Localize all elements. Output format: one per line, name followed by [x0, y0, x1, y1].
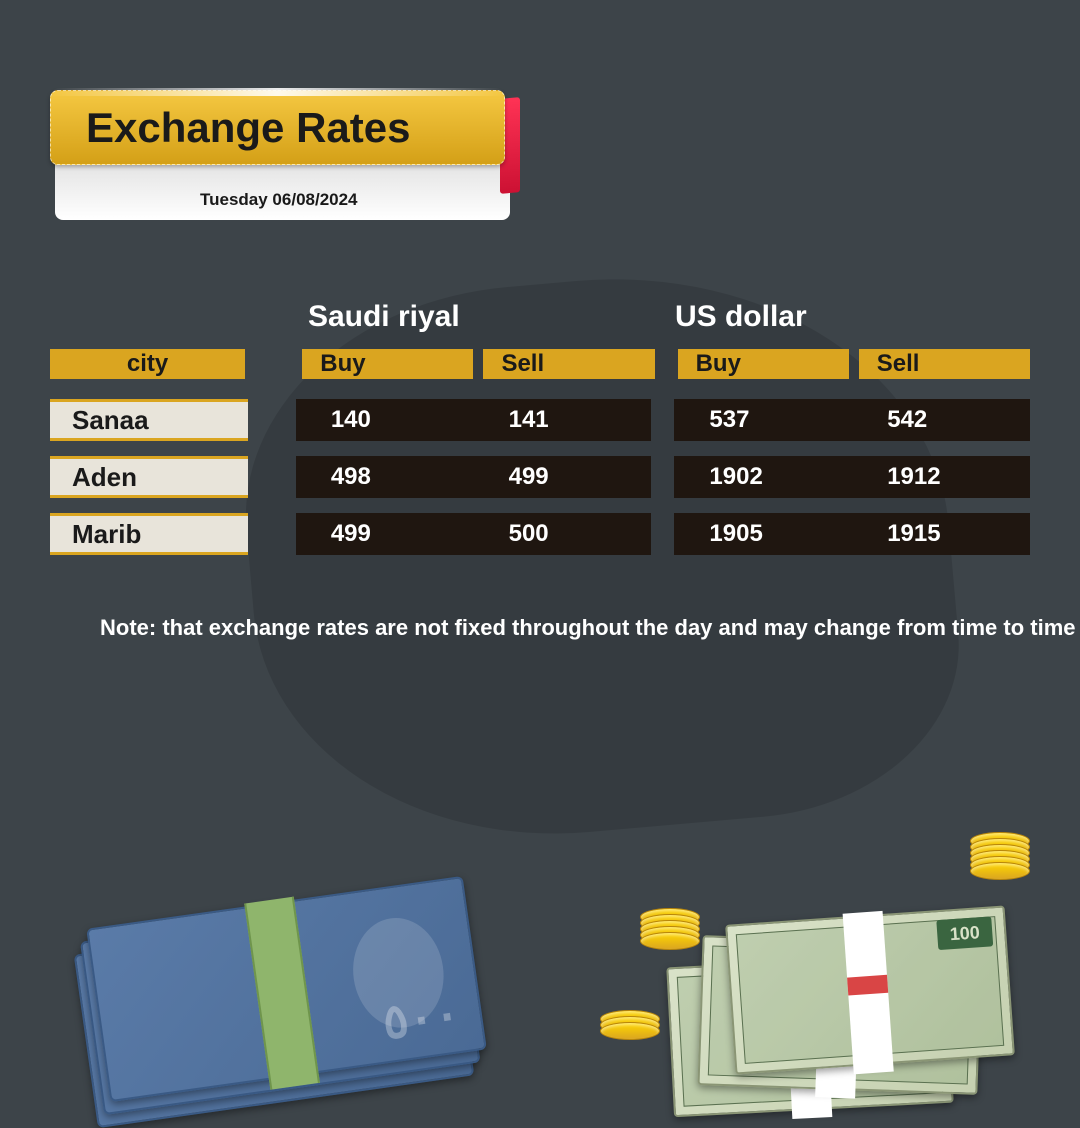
- table-row: Marib 499 500 1905 1915: [50, 513, 1030, 555]
- coin-stack-icon: [970, 844, 1030, 880]
- rate-value: 1902: [674, 456, 852, 498]
- rate-value: 141: [474, 399, 652, 441]
- rate-value: 140: [296, 399, 474, 441]
- table-row: Sanaa 140 141 537 542: [50, 399, 1030, 441]
- city-column-header: city: [50, 349, 245, 379]
- buy-header-usd: Buy: [678, 349, 849, 379]
- rate-value: 1915: [852, 513, 1030, 555]
- rate-value: 499: [474, 456, 652, 498]
- rate-value: 542: [852, 399, 1030, 441]
- riyal-banknote-icon: ٥٠٠: [66, 842, 514, 1128]
- title-banner: Exchange Rates Tuesday 06/08/2024: [50, 90, 505, 165]
- currency-header-usd: US dollar: [663, 300, 1030, 334]
- buy-header-sar: Buy: [302, 349, 473, 379]
- page-title: Exchange Rates: [86, 104, 410, 152]
- date-label: Tuesday 06/08/2024: [200, 190, 358, 210]
- disclaimer-note: Note: that exchange rates are not fixed …: [100, 615, 1076, 641]
- coin-stack-icon: [600, 1022, 660, 1040]
- rate-value: 537: [674, 399, 852, 441]
- dollar-banknote-icon: 100: [560, 830, 1040, 1110]
- sell-header-sar: Sell: [483, 349, 654, 379]
- city-cell: Aden: [50, 456, 248, 498]
- currency-header-sar: Saudi riyal: [296, 300, 663, 334]
- rate-value: 1905: [674, 513, 852, 555]
- city-cell: Sanaa: [50, 399, 248, 441]
- rate-value: 499: [296, 513, 474, 555]
- rate-value: 1912: [852, 456, 1030, 498]
- exchange-rates-table: Saudi riyal US dollar city Buy Sell Buy …: [50, 300, 1030, 570]
- rate-value: 498: [296, 456, 474, 498]
- city-cell: Marib: [50, 513, 248, 555]
- table-row: Aden 498 499 1902 1912: [50, 456, 1030, 498]
- sell-header-usd: Sell: [859, 349, 1030, 379]
- rate-value: 500: [474, 513, 652, 555]
- coin-stack-icon: [640, 920, 700, 950]
